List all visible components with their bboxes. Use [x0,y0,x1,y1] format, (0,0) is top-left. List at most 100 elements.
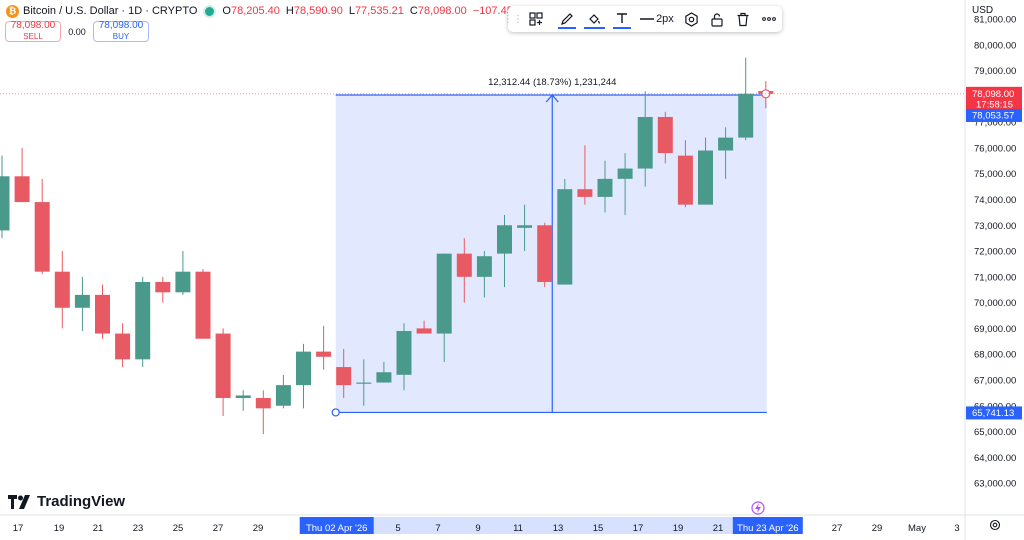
candle [95,284,110,339]
candle [115,323,131,368]
range-label-bg [483,72,622,90]
candle [718,127,734,179]
candle [497,214,512,288]
open-value: 78,205.40 [230,5,280,17]
candle-body [517,225,533,228]
buy-button[interactable]: 78,098.00 BUY [93,21,149,42]
candle-body [115,333,131,360]
time-tick-label: 27 [832,523,843,534]
candle-body [74,294,90,308]
symbol-title[interactable]: Bitcoin / U.S. Dollar · 1D · CRYPTO [23,5,198,17]
tradingview-icon [8,494,30,509]
candle [537,222,553,288]
grip-icon[interactable]: ⋮⋮ [503,13,523,25]
price-tick-label: 80,000.00 [974,40,1016,51]
candle-body [0,176,10,231]
last-price-label: 78,098.00 [972,89,1014,100]
price-tick-label: 72,000.00 [974,247,1016,258]
more-icon[interactable] [756,6,782,32]
candle [597,160,613,213]
tradingview-logo: TradingView [8,493,125,510]
candle-body [416,328,432,334]
candle [436,253,452,362]
gear-icon[interactable] [989,519,1001,531]
time-tick-label: 29 [253,523,264,534]
candle-body [718,137,734,151]
fill-color-swatch [583,27,606,29]
time-range-band [300,517,797,534]
time-tick-label: 13 [553,523,564,534]
candle [738,57,754,141]
time-tick-label: 27 [213,523,224,534]
sell-button[interactable]: 78,098.00 SELL [5,21,61,42]
candle [637,91,653,187]
candle-body [376,372,392,383]
candle [255,390,271,435]
time-tick-label: 19 [54,523,65,534]
lock-icon[interactable] [705,6,731,32]
candle-body [677,155,693,205]
time-tick-label: 21 [713,523,724,534]
price-tick-label: 65,000.00 [974,427,1016,438]
range-bottom-badge [966,406,1022,420]
candle [155,276,171,303]
price-tick-label: 64,000.00 [974,453,1016,464]
candle [557,178,573,285]
currency-label[interactable]: USD [972,5,994,16]
candle [275,374,291,409]
candle-body [738,93,754,138]
candle-body [175,271,191,293]
candle [416,320,432,334]
line-style-icon[interactable]: 2px [635,6,679,32]
candle-body [255,398,271,409]
candle-body [54,271,70,308]
candle [296,343,311,409]
time-tick-label: 29 [872,523,883,534]
candle-body [537,225,553,282]
candle [54,251,70,329]
brand-name: TradingView [37,493,126,510]
end-date-label: Thu 23 Apr '26 [737,523,799,534]
candle-body [637,116,653,169]
open-label: O [222,5,231,17]
candle-body [597,178,613,197]
drawing-toolbar: ⋮⋮ 2px [503,6,782,32]
high-label: H [285,5,294,17]
price-tick-label: 71,000.00 [974,272,1016,283]
candle-body [557,189,573,285]
time-tick-label: 21 [93,523,104,534]
fill-icon[interactable] [580,6,610,32]
candle [396,323,412,391]
time-tick-label: 3 [954,523,959,534]
lightning-icon [751,501,765,515]
last-price-badge [966,86,1022,111]
trash-icon[interactable] [730,6,756,32]
candle-body [34,202,50,272]
line-color-swatch [557,27,576,29]
time-tick-label: 5 [395,523,400,534]
candle-body [657,116,673,154]
time-tick-label: May [908,523,926,534]
range-bottom-price-label: 65,741.13 [972,408,1014,419]
price-tick-label: 69,000.00 [974,324,1016,335]
time-tick-label: 11 [513,523,523,534]
price-tick-label: 79,000.00 [974,66,1016,77]
range-top-price-label: 78,053.57 [972,110,1014,121]
candle-body [396,330,412,375]
candle [0,155,10,239]
templates-icon[interactable] [518,6,554,32]
candle-body [456,253,472,277]
candle-body [356,382,372,384]
text-color-swatch [613,27,632,29]
candle [175,251,191,295]
text-icon[interactable] [609,6,635,32]
time-tick-label: 15 [593,523,604,534]
range-label: 12,312.44 (18.73%) 1,231,244 [488,77,616,88]
candle [677,140,693,208]
candle [135,276,151,368]
settings-icon[interactable] [679,6,705,32]
candle [456,238,472,303]
pencil-icon[interactable] [554,6,580,32]
price-tick-label: 77,000.00 [974,118,1016,129]
